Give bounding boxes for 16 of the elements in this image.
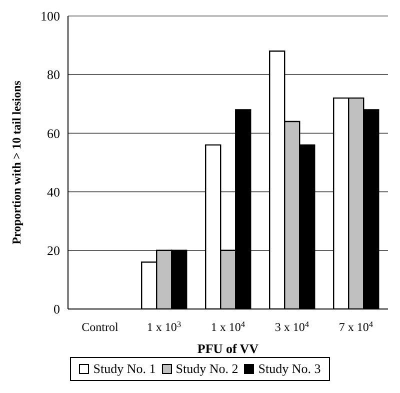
x-tick-label: 1 x 10$^{4}$ [210,320,246,334]
y-axis-title: Proportion with > 10 tail lesions [9,80,24,244]
x-tick-label: 1 x 10$^{3}$ [146,320,182,334]
x-tick-label: Control [82,320,119,334]
legend-label: Study No. 2 [174,361,238,377]
legend-label: Study No. 3 [257,361,321,377]
x-tick-label: 7 x 10$^{4}$ [338,320,374,334]
x-axis-title: PFU of VV [197,341,260,356]
legend-label: Study No. 1 [92,361,156,377]
y-tick-label: 60 [47,126,60,141]
x-tick-label: 3 x 10$^{4}$ [274,320,310,334]
y-tick-label: 20 [47,243,60,258]
y-tick-label: 40 [47,184,60,200]
y-tick-label: 0 [54,302,60,317]
y-tick-label: 80 [47,67,60,82]
y-tick-label: 100 [40,8,60,24]
